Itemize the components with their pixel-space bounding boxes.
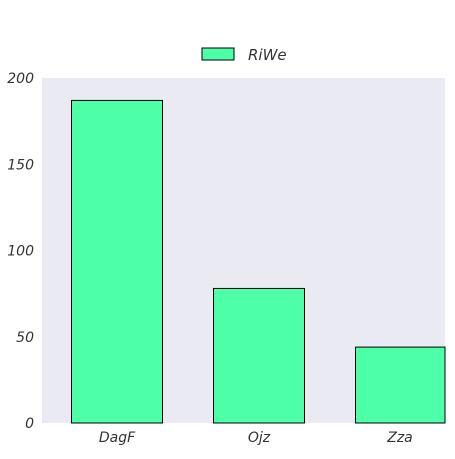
y-axis-ticks: 0 50 100 150 200: [7, 71, 34, 432]
y-tick-label-0: 0: [25, 416, 34, 432]
y-tick-label-200: 200: [7, 71, 34, 87]
legend: RiWe: [201, 46, 287, 64]
x-tick-label-dagf: DagF: [99, 430, 136, 446]
y-tick-label-100: 100: [7, 244, 34, 260]
bar-ojz: [213, 287, 305, 424]
y-tick-label-50: 50: [16, 330, 34, 346]
bars-group: [71, 99, 446, 424]
x-axis-ticks: DagF Ojz Zza: [99, 430, 413, 446]
bar-dagf: [71, 99, 163, 424]
legend-swatch-riwe: [201, 47, 235, 61]
y-tick-label-150: 150: [7, 157, 34, 173]
legend-label-riwe: RiWe: [248, 46, 287, 64]
x-tick-label-zza: Zza: [386, 430, 413, 446]
x-tick-label-ojz: Ojz: [248, 430, 271, 446]
bar-zza: [355, 346, 446, 424]
